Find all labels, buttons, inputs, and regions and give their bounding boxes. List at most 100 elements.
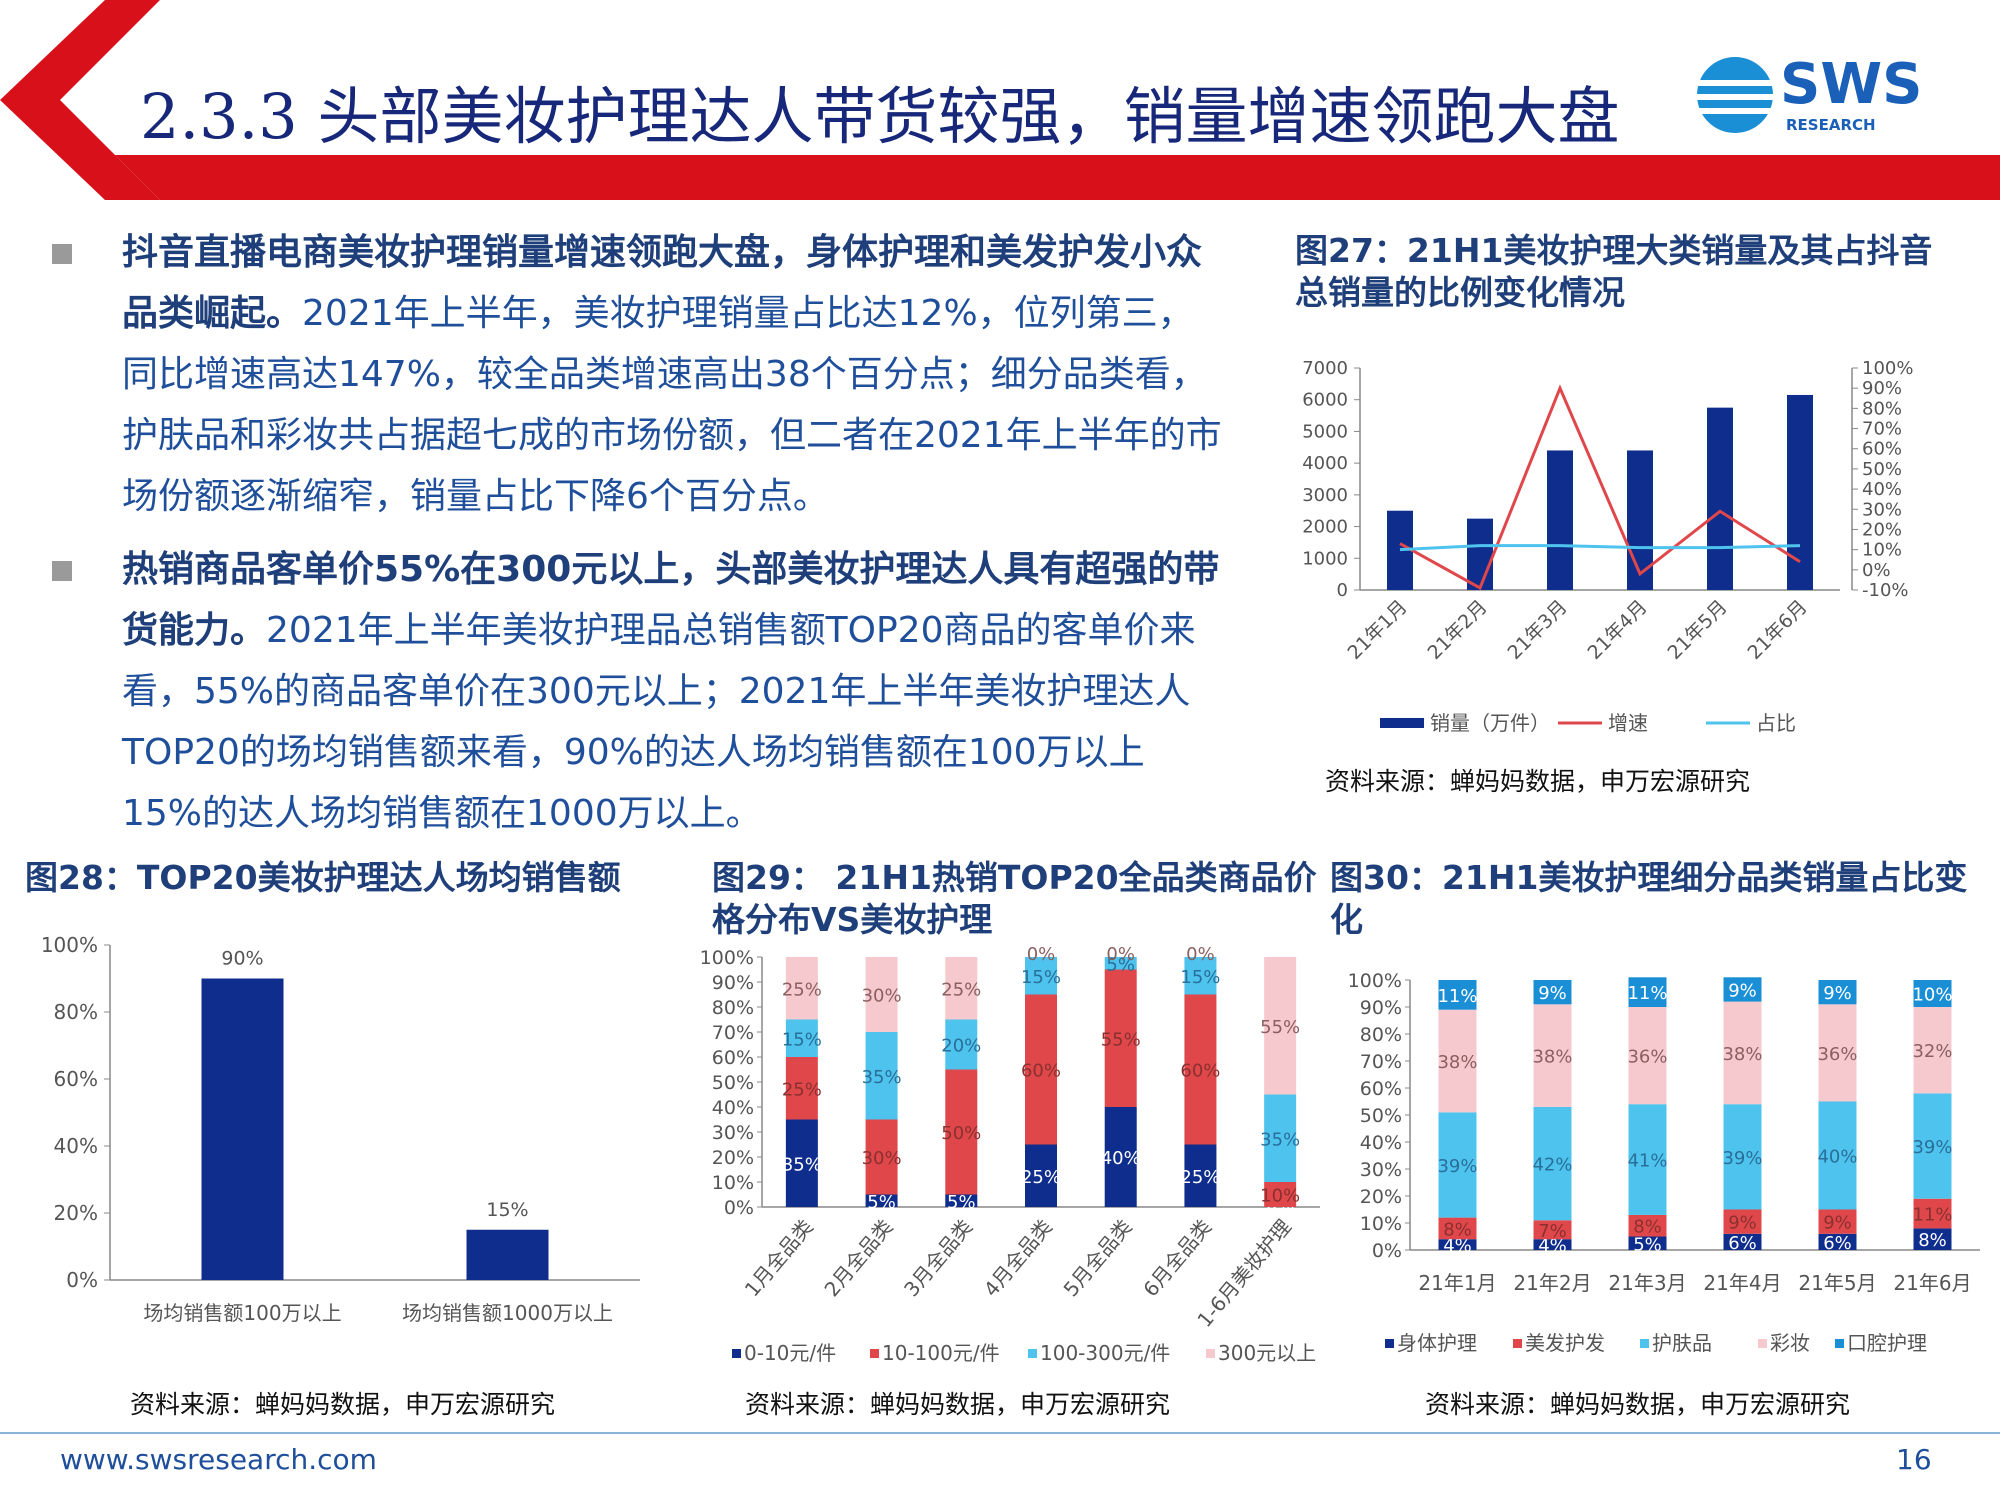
fig29-segment-label: 35%	[782, 1154, 822, 1175]
globe-icon	[1695, 57, 1775, 133]
logo-text: SWS	[1780, 52, 1923, 117]
fig30-x-label: 21年2月	[1513, 1271, 1591, 1295]
fig29-y-tick-label: 90%	[712, 972, 754, 994]
fig30-legend-label: 护肤品	[1652, 1331, 1712, 1355]
fig29-bar-segment	[785, 957, 818, 1020]
logo-subtext: RESEARCH	[1786, 116, 1876, 134]
fig28-title: 图28：TOP20美妆护理达人场均销售额	[25, 858, 621, 897]
fig30-y-tick-label: 60%	[1360, 1078, 1402, 1100]
fig30-segment-label: 4%	[1443, 1236, 1472, 1257]
fig29-y-tick-label: 70%	[712, 1022, 754, 1044]
fig27-legend-swatch	[1380, 718, 1424, 728]
fig30-segment-label: 11%	[1912, 1205, 1952, 1226]
fig30-legend-label: 身体护理	[1397, 1331, 1477, 1355]
fig27-left-tick-label: 6000	[1302, 390, 1348, 411]
fig27-right-tick-label: 40%	[1862, 479, 1902, 500]
fig29-bar-segment	[945, 1194, 978, 1207]
fig27-right-tick-label: 60%	[1862, 439, 1902, 460]
fig27-bar	[1547, 450, 1573, 590]
fig30-segment-label: 38%	[1437, 1052, 1477, 1073]
fig30-segment-label: 9%	[1538, 983, 1567, 1004]
page-number: 16	[1896, 1443, 1932, 1476]
fig30-segment-label: 11%	[1437, 986, 1477, 1007]
fig27-x-label: 21年6月	[1743, 596, 1811, 664]
bullet-2-bold: 热销商品客单价55%在300元以上，头部美妆护理达人具有超强的带货能力。	[122, 549, 1220, 651]
fig30-segment-label: 38%	[1722, 1044, 1762, 1065]
fig30-segment-label: 6%	[1728, 1233, 1757, 1254]
fig30-bar-segment	[1818, 980, 1857, 1005]
fig30-bar-segment	[1438, 1112, 1477, 1218]
fig30-bar-segment	[1438, 1239, 1477, 1250]
fig29-x-label: 4月全品类	[979, 1215, 1057, 1301]
fig29-y-tick-label: 40%	[712, 1097, 754, 1119]
fig28-bar	[201, 978, 284, 1280]
fig27-x-label: 21年4月	[1583, 596, 1651, 664]
fig28-y-tick-label: 0%	[66, 1268, 98, 1292]
fig30-segment-label: 36%	[1817, 1044, 1857, 1065]
fig29-segment-label: 35%	[862, 1067, 902, 1088]
fig30-legend-label: 口腔护理	[1847, 1331, 1927, 1355]
fig30-legend-swatch	[1835, 1339, 1844, 1348]
fig27-legend-label: 增速	[1608, 711, 1648, 735]
fig27-right-tick-label: -10%	[1862, 580, 1909, 601]
fig27-line-share	[1399, 544, 1801, 552]
header-banner	[0, 0, 2000, 200]
fig30-segment-label: 4%	[1538, 1236, 1567, 1257]
fig28-y-tick-label: 40%	[54, 1134, 98, 1158]
fig30-bar-segment	[1438, 1009, 1477, 1113]
fig30-legend-swatch	[1758, 1339, 1767, 1348]
fig29-y-tick-label: 20%	[712, 1147, 754, 1169]
fig30-segment-label: 9%	[1823, 983, 1852, 1004]
fig29-segment-label: 50%	[941, 1123, 981, 1144]
header-chevron-shape	[0, 0, 160, 200]
fig27-bar	[1627, 450, 1653, 590]
fig30-segment-label: 40%	[1817, 1147, 1857, 1168]
fig29-bar-segment	[1104, 1107, 1137, 1207]
fig30-segment-label: 7%	[1538, 1221, 1567, 1242]
bullet-2-text: 2021年上半年美妆护理品总销售额TOP20商品的客单价来看，55%的商品客单价…	[122, 610, 1196, 834]
fig27-legend-label: 占比	[1756, 711, 1796, 735]
fig30-bar-segment	[1438, 980, 1477, 1010]
fig29-bar-segment	[1264, 957, 1297, 1095]
bullet-item-1: 抖音直播电商美妆护理销量增速领跑大盘，身体护理和美发护发小众品类崛起。2021年…	[48, 222, 1228, 527]
footer-url-link[interactable]: www.swsresearch.com	[60, 1443, 377, 1476]
fig28-chart: 100% 80% 60% 40% 20% 0% 90% 场均销售额100万以上 15% 场均销售额…	[41, 933, 640, 1325]
fig27-right-tick-label: 70%	[1862, 419, 1902, 440]
fig30-y-tick-label: 80%	[1360, 1024, 1402, 1046]
fig27-x-label: 21年1月	[1343, 596, 1411, 664]
fig30-bar-segment	[1533, 1106, 1572, 1221]
fig30-bar-segment	[1913, 1198, 1952, 1229]
square-bullet-icon	[52, 244, 72, 264]
fig30-segment-label: 41%	[1627, 1151, 1667, 1172]
fig30-bar-segment	[1438, 1217, 1477, 1240]
fig29-y-tick-label: 50%	[712, 1072, 754, 1094]
fig30-segment-label: 5%	[1633, 1234, 1662, 1255]
fig29-segment-label: 25%	[1180, 1167, 1220, 1188]
fig27-bar	[1707, 407, 1733, 590]
fig30-bar-segment	[1818, 1101, 1857, 1210]
fig29-x-label: 5月全品类	[1059, 1215, 1137, 1301]
fig29-title: 图29： 21H1热销TOP20全品类商品价格分布VS美妆护理	[712, 858, 1317, 939]
fig29-segment-label: 10%	[1260, 1186, 1300, 1207]
fig29-bar-segment	[1184, 957, 1217, 995]
fig28-y-tick-label: 60%	[54, 1067, 98, 1091]
sws-logo: SWS RESEARCH	[1690, 50, 1960, 140]
fig27-chart: 0 1000 2000 3000 4000 5000 6000 7000 100%90%80%7…	[1302, 358, 1913, 735]
fig29-segment-label: 15%	[1180, 967, 1220, 988]
fig30-segment-label: 8%	[1918, 1230, 1947, 1251]
fig30-x-label: 21年3月	[1608, 1271, 1686, 1295]
fig29-bar-segment	[1184, 1144, 1217, 1207]
fig30-chart: 100%90%80%70%60%50%40%30%20%10%0% 4%8%39%…	[1348, 970, 1980, 1355]
fig30-segment-label: 42%	[1532, 1155, 1572, 1176]
fig30-bar-segment	[1723, 1104, 1762, 1210]
fig28-x-label: 场均销售额1000万以上	[402, 1301, 613, 1325]
fig29-segment-label: 30%	[862, 986, 902, 1007]
fig29-bar-segment	[785, 1057, 818, 1120]
fig30-segment-label: 10%	[1912, 985, 1952, 1006]
fig30-x-label: 21年6月	[1893, 1271, 1971, 1295]
fig29-y-tick-label: 60%	[712, 1047, 754, 1069]
fig29-chart: 100% 90% 80% 70% 60% 50% 40% 30% 20% 10% 0% 35% 25% 1…	[700, 945, 1320, 1365]
fig30-bar-segment	[1723, 1209, 1762, 1234]
fig30-bar-segment	[1723, 1001, 1762, 1105]
fig27-x-label: 21年3月	[1503, 596, 1571, 664]
